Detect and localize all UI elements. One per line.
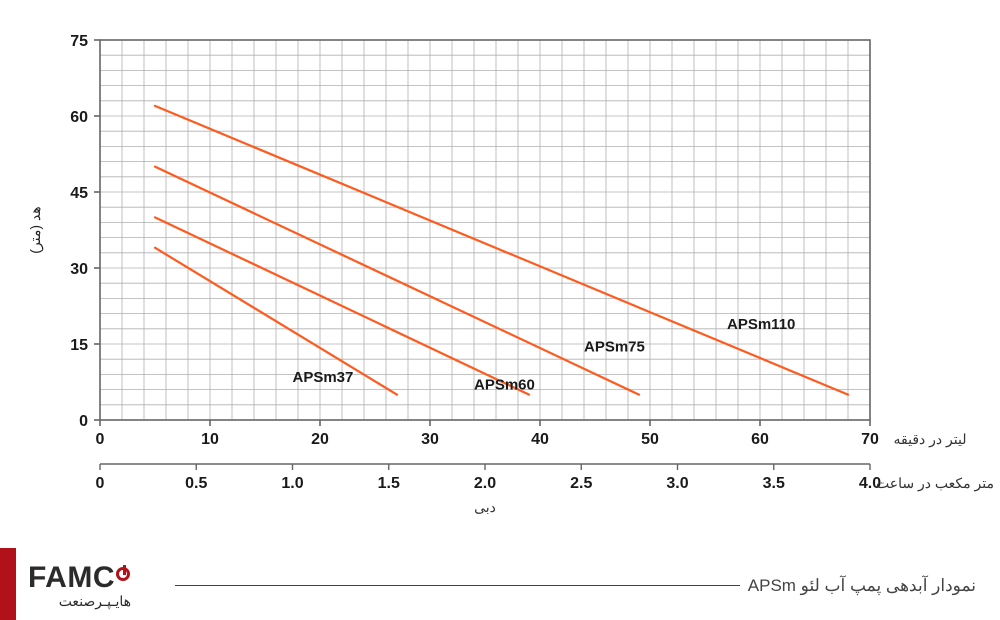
svg-text:20: 20	[311, 431, 329, 448]
svg-text:3.5: 3.5	[763, 475, 785, 492]
svg-text:APSm75: APSm75	[584, 339, 645, 356]
svg-text:40: 40	[531, 431, 549, 448]
svg-text:2.5: 2.5	[570, 475, 592, 492]
pump-performance-chart: 0 15 30 45 60 75 هد (متر) 0 10 20 30 40 50 60 70 لیتر د…	[0, 0, 1000, 540]
svg-text:30: 30	[70, 261, 88, 278]
svg-text:هد (متر): هد (متر)	[27, 206, 44, 253]
svg-text:0: 0	[96, 475, 105, 492]
power-icon	[116, 567, 130, 581]
divider-line	[175, 585, 740, 586]
svg-text:APSm60: APSm60	[474, 377, 535, 394]
svg-text:15: 15	[70, 337, 88, 354]
accent-bar	[0, 548, 16, 620]
svg-text:75: 75	[70, 33, 88, 50]
svg-text:0: 0	[96, 431, 105, 448]
footer-title: نمودار آبدهی پمپ آب لئو APSm	[748, 576, 976, 596]
svg-text:0.5: 0.5	[185, 475, 207, 492]
brand-logo-main: FAMC	[28, 561, 131, 595]
svg-text:لیتر در دقیقه: لیتر در دقیقه	[894, 431, 967, 448]
svg-text:دبی: دبی	[474, 499, 496, 515]
svg-text:60: 60	[751, 431, 769, 448]
svg-text:1.0: 1.0	[281, 475, 303, 492]
svg-text:APSm37: APSm37	[293, 369, 354, 386]
svg-text:60: 60	[70, 109, 88, 126]
svg-text:1.5: 1.5	[378, 475, 400, 492]
svg-text:45: 45	[70, 185, 88, 202]
svg-text:APSm110: APSm110	[727, 316, 795, 333]
svg-text:30: 30	[421, 431, 439, 448]
svg-text:3.0: 3.0	[666, 475, 688, 492]
svg-text:50: 50	[641, 431, 659, 448]
svg-text:0: 0	[79, 413, 88, 430]
svg-text:2.0: 2.0	[474, 475, 496, 492]
svg-text:10: 10	[201, 431, 219, 448]
svg-text:متر مکعب در ساعت: متر مکعب در ساعت	[876, 475, 994, 492]
svg-text:70: 70	[861, 431, 879, 448]
footer: FAMC هایـپـرصنعت نمودار آبدهی پمپ آب لئو…	[0, 548, 1000, 620]
brand-logo: FAMC هایـپـرصنعت	[28, 561, 131, 610]
brand-logo-sub: هایـپـرصنعت	[28, 593, 131, 610]
